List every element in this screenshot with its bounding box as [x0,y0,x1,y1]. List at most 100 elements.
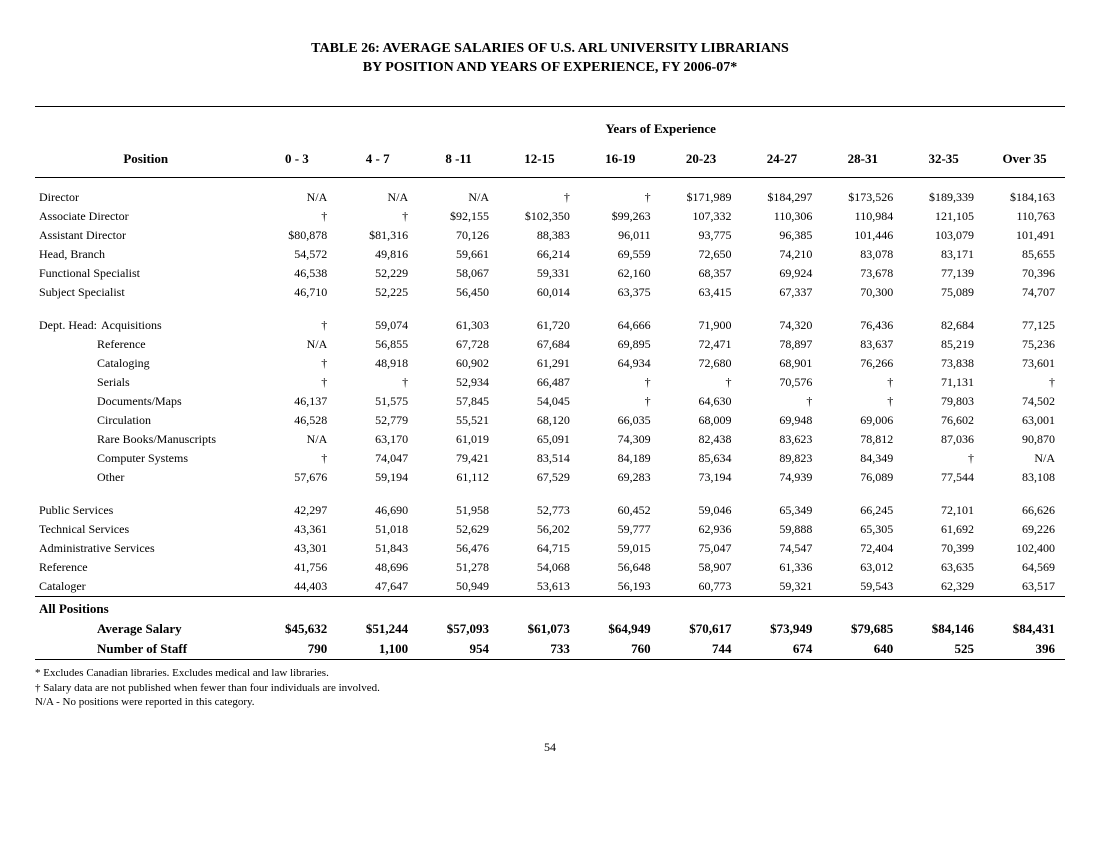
cell: 59,046 [661,501,742,520]
row-label: Subject Specialist [35,283,256,302]
cell: 61,336 [742,558,823,577]
row-label: Assistant Director [35,226,256,245]
cell: 51,018 [337,520,418,539]
cell: 85,219 [903,335,984,354]
cell: † [337,373,418,392]
cell: 48,918 [337,354,418,373]
cell: 69,006 [822,411,903,430]
summary-cell: 640 [822,639,903,660]
cell: 84,189 [580,449,661,468]
cell: $184,297 [742,188,823,207]
cell: 84,349 [822,449,903,468]
cell: $184,163 [984,188,1065,207]
cell: 69,559 [580,245,661,264]
cell: 69,924 [742,264,823,283]
cell: 51,575 [337,392,418,411]
cell: 83,078 [822,245,903,264]
cell: † [580,373,661,392]
cell: 62,160 [580,264,661,283]
cell: 69,895 [580,335,661,354]
cell: 68,120 [499,411,580,430]
cell: 63,375 [580,283,661,302]
cell: 63,415 [661,283,742,302]
cell: 47,647 [337,577,418,597]
cell: 64,569 [984,558,1065,577]
cell: 66,214 [499,245,580,264]
cell: 64,666 [580,316,661,335]
col-years-9: 32-35 [903,143,984,178]
cell: 90,870 [984,430,1065,449]
cell: † [822,392,903,411]
cell: 110,763 [984,207,1065,226]
salary-table: Years of ExperiencePosition0 - 34 - 78 -… [35,106,1065,660]
cell: 61,112 [418,468,499,487]
row-label: Dept. Head:Acquisitions [35,316,256,335]
summary-cell: $45,632 [256,619,337,639]
row-label: Serials [35,373,256,392]
cell: 59,015 [580,539,661,558]
cell: 65,305 [822,520,903,539]
summary-cell: 744 [661,639,742,660]
cell: 54,068 [499,558,580,577]
cell: 59,777 [580,520,661,539]
cell: 110,306 [742,207,823,226]
row-label: Cataloger [35,577,256,597]
footnote-1: * Excludes Canadian libraries. Excludes … [35,666,1065,681]
cell: 61,291 [499,354,580,373]
cell: 66,245 [822,501,903,520]
cell: 59,331 [499,264,580,283]
footnotes: * Excludes Canadian libraries. Excludes … [35,666,1065,711]
col-years-5: 16-19 [580,143,661,178]
cell: 60,773 [661,577,742,597]
cell: 78,812 [822,430,903,449]
cell: 72,471 [661,335,742,354]
cell: 77,544 [903,468,984,487]
cell: 52,629 [418,520,499,539]
cell: 58,907 [661,558,742,577]
row-label: Circulation [35,411,256,430]
cell: 63,001 [984,411,1065,430]
summary-cell: $57,093 [418,619,499,639]
cell: 70,576 [742,373,823,392]
cell: 69,226 [984,520,1065,539]
cell: † [984,373,1065,392]
col-years-3: 8 -11 [418,143,499,178]
cell: 83,514 [499,449,580,468]
cell: 58,067 [418,264,499,283]
cell: 75,047 [661,539,742,558]
summary-cell: $70,617 [661,619,742,639]
summary-cell: $73,949 [742,619,823,639]
summary-cell: 790 [256,639,337,660]
cell: 82,438 [661,430,742,449]
cell: † [499,188,580,207]
cell: 46,538 [256,264,337,283]
cell: 53,613 [499,577,580,597]
cell: 59,543 [822,577,903,597]
row-label: Documents/Maps [35,392,256,411]
cell: 52,934 [418,373,499,392]
cell: 74,210 [742,245,823,264]
cell: 62,936 [661,520,742,539]
summary-cell: $84,146 [903,619,984,639]
cell: 88,383 [499,226,580,245]
cell: 101,446 [822,226,903,245]
cell: 64,630 [661,392,742,411]
cell: 67,728 [418,335,499,354]
cell: 76,089 [822,468,903,487]
cell: 59,888 [742,520,823,539]
cell: 66,626 [984,501,1065,520]
cell: 74,547 [742,539,823,558]
all-positions-label: All Positions [35,596,256,619]
cell: 71,900 [661,316,742,335]
cell: 51,843 [337,539,418,558]
cell: 96,385 [742,226,823,245]
cell: 79,421 [418,449,499,468]
cell: 44,403 [256,577,337,597]
col-years-6: 20-23 [661,143,742,178]
cell: 50,949 [418,577,499,597]
cell: 121,105 [903,207,984,226]
cell: 68,009 [661,411,742,430]
cell: 62,329 [903,577,984,597]
cell: 87,036 [903,430,984,449]
col-years-1: 0 - 3 [256,143,337,178]
